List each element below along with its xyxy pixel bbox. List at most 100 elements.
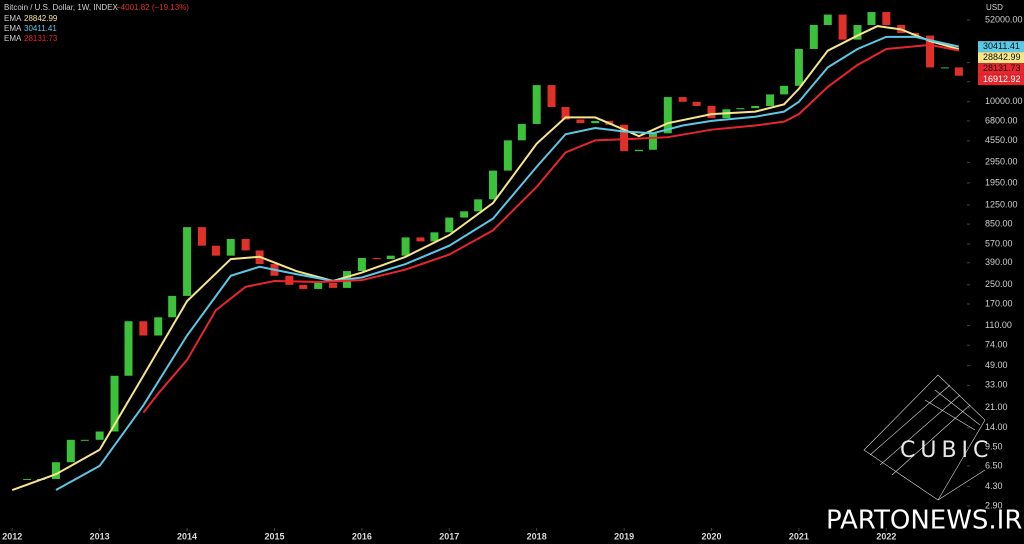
y-tick-label: 850.00 <box>985 218 1013 228</box>
chart-title: Bitcoin / U.S. Dollar, 1W, INDEX <box>4 3 118 12</box>
candle <box>124 321 133 376</box>
candle <box>794 48 803 86</box>
y-tick-label: 9.50 <box>985 441 1003 451</box>
candle <box>80 439 89 441</box>
candle <box>591 120 600 124</box>
x-tick-label: 2019 <box>614 531 634 541</box>
candle <box>211 245 220 256</box>
candle <box>430 232 439 242</box>
candle <box>299 284 308 289</box>
price-tag <box>978 63 1024 75</box>
ema-line <box>142 43 960 414</box>
candle <box>940 67 949 69</box>
y-tick-label: 14.00 <box>985 422 1008 432</box>
y-tick-label: 10000.00 <box>985 96 1023 106</box>
price-tag <box>978 74 1024 86</box>
candle <box>386 255 395 260</box>
x-tick-label: 2012 <box>2 531 22 541</box>
y-tick-label: 1250.00 <box>985 199 1018 209</box>
candle <box>168 295 177 318</box>
y-tick-label: 49.00 <box>985 360 1008 370</box>
x-tick-label: 2021 <box>789 531 809 541</box>
x-tick-label: 2022 <box>876 531 896 541</box>
candle <box>154 317 163 336</box>
price-tag <box>978 52 1024 64</box>
price-tag <box>978 41 1024 53</box>
candle <box>445 217 454 233</box>
candle <box>23 478 32 480</box>
y-tick-label: 2.90 <box>985 500 1003 510</box>
candle <box>561 107 570 120</box>
y-tick-label: 250.00 <box>985 279 1013 289</box>
candle <box>95 431 104 440</box>
logo-text: CUBIC <box>900 438 993 463</box>
candle <box>357 257 366 272</box>
candle <box>139 321 148 336</box>
candle <box>503 140 512 171</box>
candle <box>241 238 250 251</box>
candle <box>620 124 629 152</box>
y-axis-label: USD <box>986 3 1003 12</box>
candle <box>926 35 935 68</box>
candle <box>197 227 206 246</box>
candle <box>954 67 963 76</box>
legend-value: 28842.99 <box>24 14 58 23</box>
candle <box>634 149 643 152</box>
legend-label: EMA <box>4 34 22 43</box>
x-tick-label: 2018 <box>527 531 547 541</box>
ema-line <box>11 25 960 491</box>
candle <box>51 462 60 479</box>
candle <box>416 237 425 242</box>
candle <box>766 94 775 106</box>
candle <box>532 85 541 124</box>
y-tick-label: 390.00 <box>985 257 1013 267</box>
candle <box>576 119 585 124</box>
logo <box>863 374 986 501</box>
price-tag-label: 30411.41 <box>983 41 1020 51</box>
y-tick-label: 4550.00 <box>985 135 1018 145</box>
y-tick-label: 6.50 <box>985 460 1003 470</box>
logo-lines <box>863 374 986 501</box>
candle <box>882 12 891 26</box>
candle <box>474 199 483 212</box>
candle <box>692 101 701 106</box>
x-tick-label: 2020 <box>701 531 721 541</box>
candle <box>226 238 235 256</box>
watermark: PARTONEWS.IR <box>826 506 1022 536</box>
candle <box>838 14 847 40</box>
candle <box>401 237 410 256</box>
candle <box>372 257 381 260</box>
candle <box>707 105 716 119</box>
price-tag-label: 28842.99 <box>983 52 1021 62</box>
price-tag-label: 28131.73 <box>983 63 1021 73</box>
candle <box>460 211 469 218</box>
x-tick-label: 2013 <box>90 531 110 541</box>
y-tick-label: 570.00 <box>985 238 1013 248</box>
candle <box>314 282 323 289</box>
y-tick-label: 74.00 <box>985 340 1008 350</box>
legend-value: 28131.73 <box>24 34 58 43</box>
x-tick-label: 2014 <box>177 531 197 541</box>
candle <box>809 25 818 49</box>
x-tick-label: 2015 <box>264 531 284 541</box>
price-change: −4001.82 (−19.13%) <box>116 3 189 12</box>
y-tick-label: 170.00 <box>985 298 1013 308</box>
y-tick-label: 6800.00 <box>985 115 1018 125</box>
y-tick-label: 2950.00 <box>985 157 1018 167</box>
candle <box>867 12 876 26</box>
candle <box>66 439 75 463</box>
candle <box>488 170 497 200</box>
candle <box>853 25 862 40</box>
y-tick-label: 1950.00 <box>985 177 1018 187</box>
y-tick-label: 52000.00 <box>985 14 1023 24</box>
ema-line <box>55 35 960 491</box>
candle <box>547 85 556 108</box>
legend-label: EMA <box>4 24 22 33</box>
candle <box>110 375 119 432</box>
candle <box>517 123 526 141</box>
candle <box>329 282 338 288</box>
candle <box>823 14 832 26</box>
candle <box>183 227 192 296</box>
